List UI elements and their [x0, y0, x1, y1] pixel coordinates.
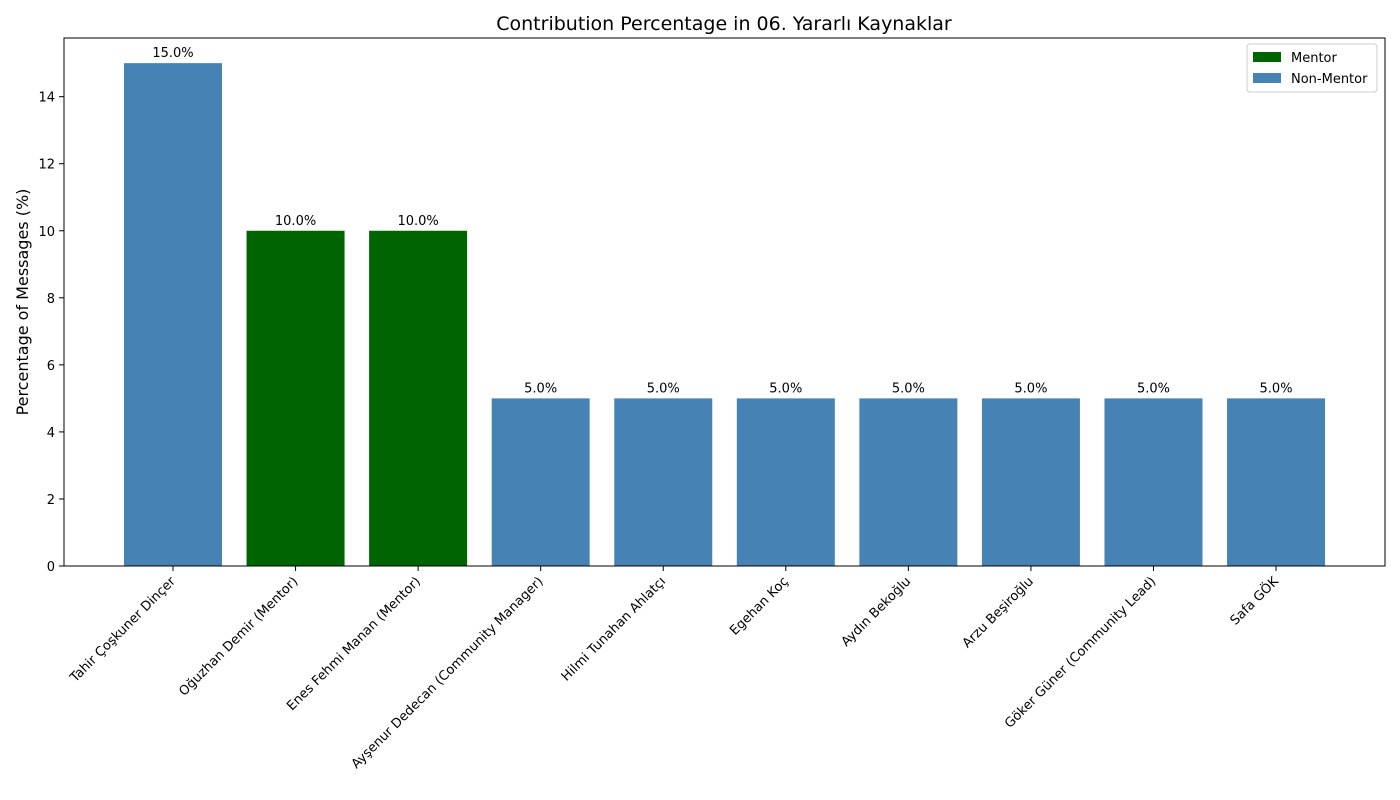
y-tick-label: 4	[47, 426, 55, 441]
y-axis-label: Percentage of Messages (%)	[13, 189, 32, 416]
y-tick-label: 14	[38, 91, 55, 106]
x-tick-label: Oğuzhan Demir (Mentor)	[176, 574, 301, 699]
x-tick-label: Hilmi Tunahan Ahlatçı	[559, 574, 669, 684]
bar	[124, 63, 222, 567]
legend-swatch	[1253, 73, 1281, 83]
chart-title: Contribution Percentage in 06. Yararlı K…	[496, 13, 952, 35]
plot-frame	[63, 37, 1386, 567]
bar	[246, 230, 345, 566]
bar-value-label: 15.0%	[152, 46, 193, 61]
bars-group	[124, 63, 1326, 567]
bar-value-label: 5.0%	[769, 381, 802, 396]
bar	[981, 398, 1080, 566]
legend: Mentor Non-Mentor	[1246, 43, 1378, 93]
x-tick-label: Ayşenur Dedecan (Community Manager)	[349, 574, 547, 772]
bar	[491, 398, 590, 566]
y-tick-label: 0	[47, 560, 55, 575]
legend-label: Non-Mentor	[1291, 72, 1368, 87]
bar-value-label: 10.0%	[275, 214, 316, 229]
x-tick-label: Göker Güner (Community Lead)	[1002, 574, 1159, 731]
y-tick-label: 6	[47, 359, 55, 374]
x-tick-label: Arzu Beşiroğlu	[960, 574, 1037, 651]
y-tick-label: 2	[47, 493, 55, 508]
legend-label: Mentor	[1291, 51, 1338, 66]
x-tick-label: Tahir Çoşkuner Dinçer	[67, 574, 179, 686]
y-tick-label: 8	[47, 292, 55, 307]
bar-value-label: 5.0%	[1260, 381, 1293, 396]
y-tick-label: 10	[38, 225, 55, 240]
value-labels-group: 15.0% 10.0% 10.0% 5.0% 5.0% 5.0% 5.0% 5.0% 5.0% 5…	[152, 46, 1292, 396]
bar	[1104, 398, 1203, 566]
bar-value-label: 5.0%	[647, 381, 680, 396]
bar	[1227, 398, 1326, 566]
bar	[736, 398, 835, 566]
bar-value-label: 5.0%	[524, 381, 557, 396]
legend-swatch	[1253, 52, 1281, 62]
bar-value-label: 10.0%	[397, 214, 438, 229]
bar-value-label: 5.0%	[892, 381, 925, 396]
x-tick-label: Aydın Bekoğlu	[839, 574, 915, 650]
bar	[369, 230, 468, 566]
bar-value-label: 5.0%	[1014, 381, 1047, 396]
y-axis-ticks: 0 2 4 6 8 10 12 14	[38, 91, 64, 575]
x-tick-label: Safa GÖK	[1226, 572, 1282, 628]
x-tick-label: Egehan Koç	[727, 574, 791, 638]
bar	[859, 398, 958, 566]
y-tick-label: 12	[38, 158, 55, 173]
bar	[614, 398, 713, 566]
bar-value-label: 5.0%	[1137, 381, 1170, 396]
x-tick-label: Enes Fehmi Manan (Mentor)	[284, 574, 424, 714]
